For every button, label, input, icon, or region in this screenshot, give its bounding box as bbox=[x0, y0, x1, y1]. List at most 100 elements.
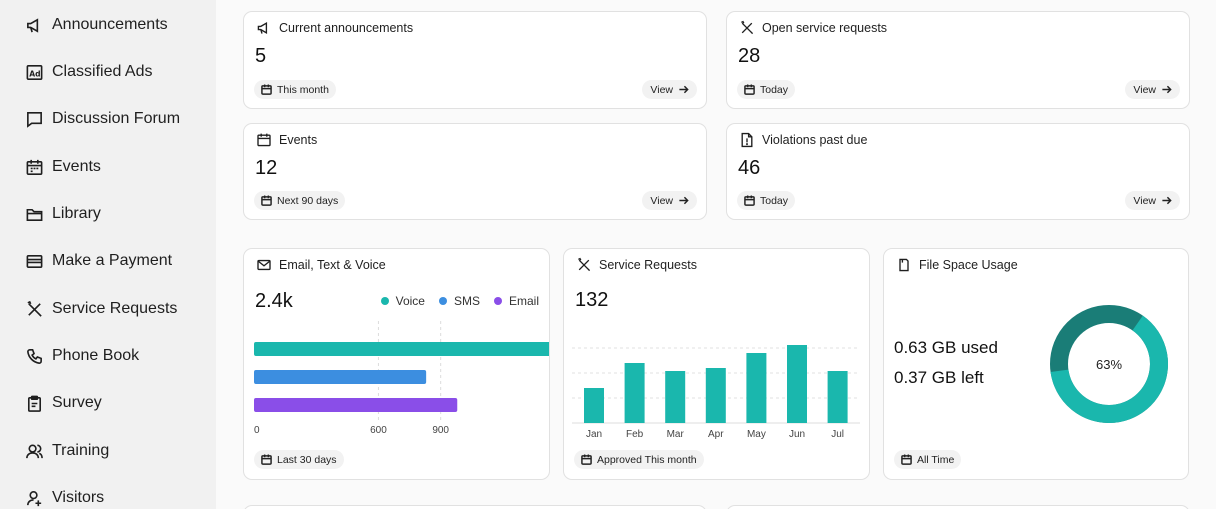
messaging-card: Email, Text & Voice 2.4k Voice SMS Email… bbox=[243, 248, 550, 480]
legend-label: SMS bbox=[453, 294, 480, 308]
view-button[interactable]: View bbox=[642, 191, 697, 210]
announcements-card[interactable]: Current announcements 5 This month View bbox=[243, 11, 707, 109]
tools-icon bbox=[738, 19, 755, 36]
sidebar-item-announcements[interactable]: Announcements bbox=[24, 13, 168, 37]
view-label: View bbox=[1133, 194, 1156, 207]
megaphone-icon bbox=[24, 15, 44, 35]
view-button[interactable]: View bbox=[1125, 80, 1180, 99]
calendar-icon bbox=[744, 84, 755, 95]
card-title: Events bbox=[279, 132, 318, 147]
view-button[interactable]: View bbox=[1125, 191, 1180, 210]
chip-label: Approved This month bbox=[597, 453, 697, 466]
legend-dot bbox=[438, 297, 447, 305]
calendar-icon bbox=[261, 454, 272, 465]
tools-icon bbox=[24, 299, 44, 319]
horizontal-bar-chart: 0 600 900 bbox=[254, 321, 549, 436]
chart-legend: Voice SMS Email bbox=[367, 294, 539, 308]
legend-dot bbox=[380, 297, 389, 305]
legend-label: Voice bbox=[395, 294, 425, 308]
chip-label: Today bbox=[760, 194, 789, 207]
view-button[interactable]: View bbox=[642, 80, 697, 99]
card-title: Current announcements bbox=[279, 20, 414, 35]
bar-voice bbox=[254, 342, 549, 356]
sidebar-item-training[interactable]: Training bbox=[24, 439, 109, 463]
partial-card bbox=[243, 505, 707, 509]
period-chip: Last 30 days bbox=[254, 450, 344, 469]
events-card[interactable]: Events 12 Next 90 days View bbox=[243, 123, 707, 220]
partial-card bbox=[726, 505, 1190, 509]
sidebar-item-label: Survey bbox=[52, 394, 102, 411]
view-label: View bbox=[650, 194, 673, 207]
card-title: Open service requests bbox=[762, 20, 888, 35]
card-title: File Space Usage bbox=[919, 257, 1018, 272]
arrow-right-icon bbox=[1162, 85, 1172, 94]
bar-apr bbox=[705, 368, 726, 423]
x-tick-label: Jun bbox=[789, 429, 805, 440]
sidebar-item-events[interactable]: Events bbox=[24, 155, 101, 179]
card-header: Events bbox=[255, 131, 317, 148]
card-value: 28 bbox=[738, 45, 761, 67]
sidebar-item-classified-ads[interactable]: Ad Classified Ads bbox=[24, 60, 153, 84]
sidebar-item-label: Phone Book bbox=[52, 347, 140, 364]
chip-label: This month bbox=[277, 83, 329, 96]
x-tick-label: 0 bbox=[254, 425, 260, 436]
card-title: Violations past due bbox=[762, 132, 868, 147]
sidebar-item-survey[interactable]: Survey bbox=[24, 391, 102, 415]
sidebar-item-label: Events bbox=[52, 158, 101, 175]
bar-jul bbox=[827, 371, 848, 423]
donut-chart: 63% bbox=[1050, 305, 1168, 423]
donut-segment-used bbox=[1050, 305, 1168, 423]
sidebar: Announcements Ad Classified Ads Discussi… bbox=[0, 0, 216, 509]
bar-jan bbox=[584, 388, 604, 423]
sidebar-item-visitors[interactable]: Visitors bbox=[24, 486, 104, 509]
arrow-right-icon bbox=[679, 196, 689, 205]
legend-dot bbox=[493, 297, 502, 305]
calendar-icon bbox=[581, 454, 592, 465]
free-space: 0.37 GB left bbox=[894, 368, 984, 387]
card-header: File Space Usage bbox=[895, 256, 1018, 273]
clipboard-icon bbox=[24, 393, 44, 413]
sidebar-item-make-a-payment[interactable]: Make a Payment bbox=[24, 249, 172, 273]
sidebar-item-label: Service Requests bbox=[52, 300, 178, 317]
document-alert-icon bbox=[738, 131, 755, 148]
calendar-icon bbox=[901, 454, 912, 465]
x-tick-label: Feb bbox=[626, 429, 644, 440]
sidebar-item-label: Announcements bbox=[52, 16, 168, 33]
x-tick-label: Jan bbox=[586, 429, 602, 440]
period-chip: All Time bbox=[894, 450, 962, 469]
sidebar-item-label: Library bbox=[52, 205, 101, 222]
sidebar-item-service-requests[interactable]: Service Requests bbox=[24, 297, 177, 321]
sidebar-item-discussion-forum[interactable]: Discussion Forum bbox=[24, 107, 180, 131]
card-header: Email, Text & Voice bbox=[255, 256, 386, 273]
open-requests-card[interactable]: Open service requests 28 Today View bbox=[726, 11, 1190, 109]
card-value: 46 bbox=[738, 157, 761, 179]
bar-sms bbox=[254, 370, 427, 384]
card-value: 2.4k bbox=[255, 290, 293, 312]
violations-card[interactable]: Violations past due 46 Today View bbox=[726, 123, 1190, 220]
tools-icon bbox=[575, 256, 592, 273]
users-icon bbox=[24, 441, 44, 461]
period-chip: This month bbox=[254, 80, 336, 99]
card-value: 132 bbox=[575, 289, 609, 311]
card-header: Open service requests bbox=[738, 19, 887, 36]
user-plus-icon bbox=[24, 488, 44, 508]
calendar-icon bbox=[744, 195, 755, 206]
sidebar-item-label: Visitors bbox=[52, 489, 105, 506]
card-value: 5 bbox=[255, 45, 267, 67]
view-label: View bbox=[1133, 83, 1156, 96]
document-icon bbox=[895, 256, 912, 273]
card-title: Email, Text & Voice bbox=[279, 257, 386, 272]
sidebar-item-label: Discussion Forum bbox=[52, 110, 181, 127]
period-chip: Today bbox=[737, 80, 796, 99]
sidebar-item-phone-book[interactable]: Phone Book bbox=[24, 344, 139, 368]
sidebar-item-label: Training bbox=[52, 442, 110, 459]
bar-email bbox=[254, 398, 458, 412]
svg-text:Ad: Ad bbox=[29, 69, 40, 78]
chip-label: Last 30 days bbox=[277, 453, 337, 466]
legend-voice: Voice bbox=[380, 294, 425, 308]
chip-label: Next 90 days bbox=[277, 194, 339, 207]
sidebar-item-library[interactable]: Library bbox=[24, 202, 101, 226]
dashboard-main: Current announcements 5 This month View … bbox=[216, 0, 1216, 509]
mail-icon bbox=[255, 256, 272, 273]
bar-feb bbox=[624, 363, 645, 423]
